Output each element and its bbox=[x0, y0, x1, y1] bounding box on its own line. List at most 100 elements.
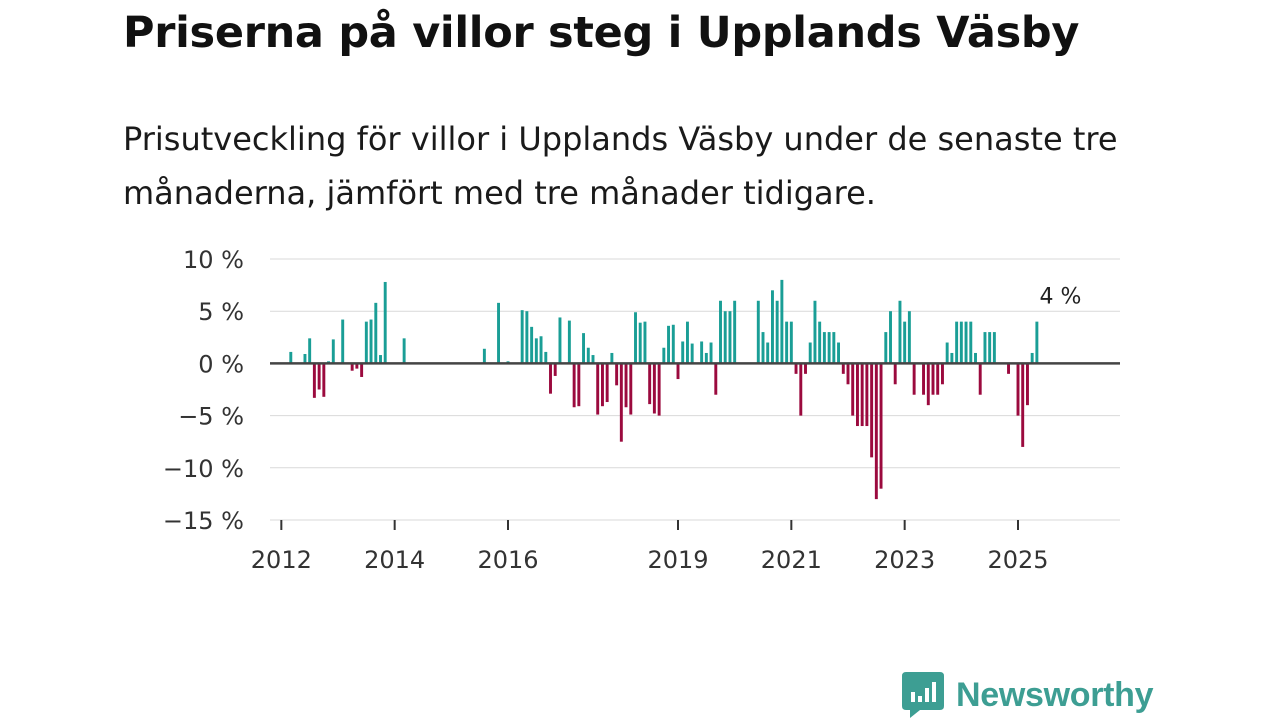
newsworthy-logo-text: Newsworthy bbox=[956, 675, 1154, 714]
bar bbox=[992, 332, 996, 364]
newsworthy-logo: Newsworthy bbox=[902, 672, 1154, 718]
bar bbox=[369, 319, 373, 364]
y-tick-label: −5 % bbox=[178, 403, 244, 431]
bar bbox=[652, 363, 656, 414]
y-tick-label: 0 % bbox=[198, 350, 244, 378]
y-tick-label: −15 % bbox=[163, 507, 244, 535]
bar bbox=[482, 348, 486, 364]
bar bbox=[610, 352, 614, 364]
bar bbox=[364, 321, 368, 364]
y-tick-label: 5 % bbox=[198, 298, 244, 326]
bar bbox=[596, 363, 600, 415]
bar bbox=[870, 363, 874, 458]
bar bbox=[662, 347, 666, 364]
bar bbox=[950, 352, 954, 364]
bar bbox=[1026, 363, 1029, 406]
bar bbox=[567, 320, 571, 364]
x-tick-label: 2016 bbox=[477, 546, 538, 574]
bar bbox=[775, 300, 779, 364]
bar bbox=[577, 363, 581, 407]
bar bbox=[856, 363, 859, 427]
bar bbox=[497, 302, 500, 364]
bar bbox=[549, 363, 552, 394]
bar bbox=[733, 300, 737, 364]
bar bbox=[988, 332, 992, 364]
bar bbox=[629, 363, 633, 415]
bar bbox=[591, 355, 595, 364]
bar bbox=[813, 300, 817, 364]
y-tick-label: −10 % bbox=[163, 455, 244, 483]
bar bbox=[959, 321, 963, 364]
bar bbox=[728, 311, 732, 364]
bar bbox=[601, 363, 604, 407]
bar bbox=[955, 321, 959, 364]
bar bbox=[341, 319, 345, 364]
bar bbox=[322, 363, 326, 397]
bar bbox=[686, 321, 689, 364]
bar bbox=[714, 363, 718, 395]
bar bbox=[681, 341, 685, 364]
bar bbox=[374, 302, 378, 364]
bar bbox=[530, 326, 534, 364]
y-tick-label: 10 % bbox=[183, 246, 244, 274]
bar bbox=[865, 363, 869, 427]
bar bbox=[1007, 363, 1010, 374]
bar bbox=[837, 342, 840, 364]
bar bbox=[898, 300, 902, 364]
bar bbox=[308, 338, 312, 364]
bar bbox=[941, 363, 944, 385]
bar bbox=[643, 321, 647, 364]
bar bbox=[558, 317, 562, 364]
bar bbox=[884, 332, 888, 364]
bar bbox=[983, 332, 987, 364]
chart-title: Priserna på villor steg i Upplands Väsby bbox=[123, 8, 1080, 58]
bar bbox=[704, 352, 708, 364]
bar bbox=[761, 332, 765, 364]
bar bbox=[520, 310, 524, 364]
bar bbox=[303, 354, 307, 364]
x-tick-label: 2025 bbox=[987, 546, 1048, 574]
bar bbox=[785, 321, 789, 364]
bar bbox=[969, 321, 973, 364]
bar bbox=[657, 363, 661, 416]
bar bbox=[350, 363, 354, 371]
bar bbox=[974, 352, 977, 364]
bar bbox=[289, 351, 293, 364]
bar bbox=[582, 333, 585, 364]
bar bbox=[851, 363, 855, 416]
bar bbox=[700, 341, 704, 364]
bar bbox=[766, 342, 770, 364]
bar bbox=[586, 347, 590, 364]
bar bbox=[879, 363, 883, 489]
bar bbox=[355, 363, 359, 369]
bar bbox=[667, 325, 670, 364]
bar bbox=[818, 321, 822, 364]
bar bbox=[889, 311, 892, 364]
bar bbox=[827, 332, 831, 364]
bar bbox=[1021, 363, 1025, 447]
bar bbox=[317, 363, 321, 390]
last-value-annotation: 4 % bbox=[1040, 285, 1082, 310]
bar bbox=[312, 363, 316, 398]
bar bbox=[676, 363, 680, 380]
bar bbox=[383, 281, 387, 364]
x-tick-label: 2023 bbox=[874, 546, 935, 574]
bar bbox=[331, 339, 335, 364]
bar bbox=[634, 312, 637, 364]
bar bbox=[922, 363, 925, 395]
bar bbox=[874, 363, 878, 500]
bar bbox=[780, 279, 784, 364]
bar bbox=[648, 363, 652, 405]
bar bbox=[907, 311, 911, 364]
bar bbox=[756, 300, 760, 364]
bar bbox=[379, 355, 382, 364]
bar bbox=[619, 363, 623, 442]
bar bbox=[544, 351, 548, 364]
bar bbox=[605, 363, 609, 403]
bar bbox=[804, 363, 807, 374]
bar bbox=[846, 363, 850, 385]
bar bbox=[690, 343, 694, 364]
chart-subtitle: Prisutveckling för villor i Upplands Väs… bbox=[123, 120, 1118, 212]
bar bbox=[1035, 321, 1039, 364]
bar bbox=[903, 321, 907, 364]
